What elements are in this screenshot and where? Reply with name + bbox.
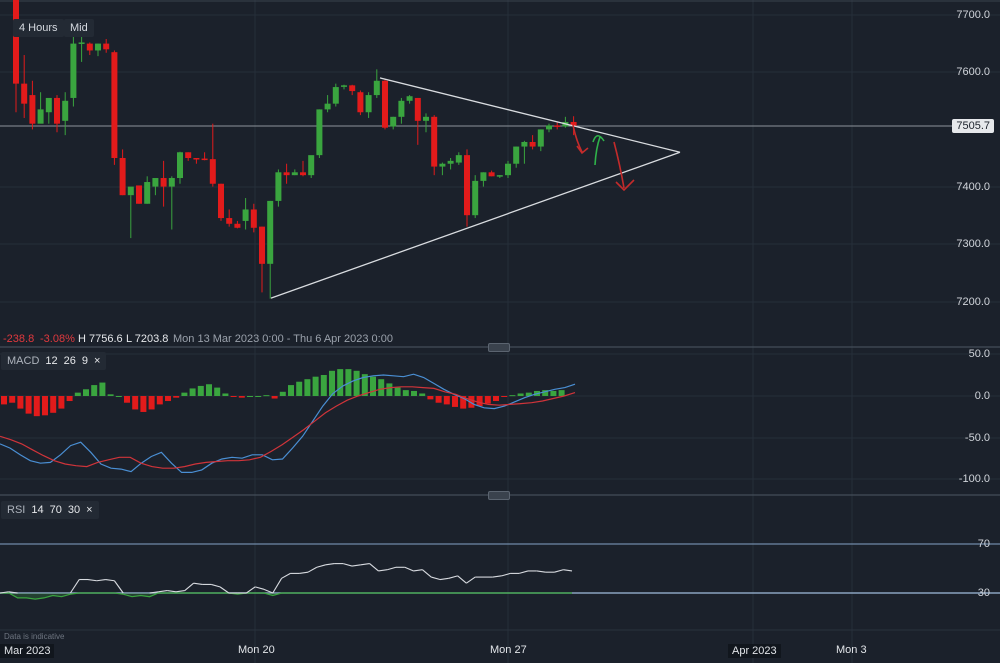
timeframe-selector[interactable]: 4 Hours <box>13 19 64 37</box>
current-price-label: 7505.7 <box>952 119 994 133</box>
macd-legend: MACD 12 26 9 × <box>1 352 107 370</box>
price-tick-7700: 7700.0 <box>956 9 990 21</box>
pane-resize-handle-rsi[interactable] <box>488 491 510 500</box>
macd-tick-0: 0.0 <box>974 390 990 402</box>
macd-close-icon[interactable]: × <box>94 355 101 367</box>
macd-tick-minus100: -100.0 <box>958 473 990 485</box>
change-percent: -3.08% <box>40 333 75 345</box>
high-value: H 7756.6 <box>78 333 123 345</box>
rsi-legend: RSI 14 70 30 × <box>1 501 99 519</box>
x-tick-mon-27: Mon 27 <box>490 644 527 656</box>
x-tick-apr-2023: Apr 2023 <box>728 644 781 658</box>
macd-slow: 26 <box>63 355 76 367</box>
change-value: -238.8 <box>3 333 35 345</box>
x-tick-mon-3: Mon 3 <box>836 644 867 656</box>
x-tick-mon-20: Mon 20 <box>238 644 275 656</box>
rsi-close-icon[interactable]: × <box>86 504 93 516</box>
price-tick-7300: 7300.0 <box>956 238 990 250</box>
price-tick-7600: 7600.0 <box>956 66 990 78</box>
macd-signal: 9 <box>81 355 89 367</box>
x-tick-mar-2023: Mar 2023 <box>0 644 55 658</box>
price-type-selector[interactable]: Mid <box>64 19 94 37</box>
macd-tick-minus50: -50.0 <box>964 432 990 444</box>
rsi-upper: 70 <box>49 504 62 516</box>
data-disclaimer: Data is indicative <box>4 632 65 641</box>
macd-label: MACD <box>7 355 40 367</box>
price-tick-7200: 7200.0 <box>956 296 990 308</box>
rsi-lower: 30 <box>67 504 81 516</box>
rsi-tick-30: 30 <box>977 587 990 599</box>
price-tick-7400: 7400.0 <box>956 181 990 193</box>
date-range: Mon 13 Mar 2023 0:00 - Thu 6 Apr 2023 0:… <box>173 333 393 345</box>
pane-resize-handle-macd[interactable] <box>488 343 510 352</box>
rsi-period: 14 <box>31 504 44 516</box>
low-value: L 7203.8 <box>126 333 169 345</box>
rsi-tick-70: 70 <box>977 538 990 550</box>
macd-tick-50: 50.0 <box>968 348 990 360</box>
rsi-label: RSI <box>7 504 26 516</box>
macd-fast: 12 <box>45 355 58 367</box>
